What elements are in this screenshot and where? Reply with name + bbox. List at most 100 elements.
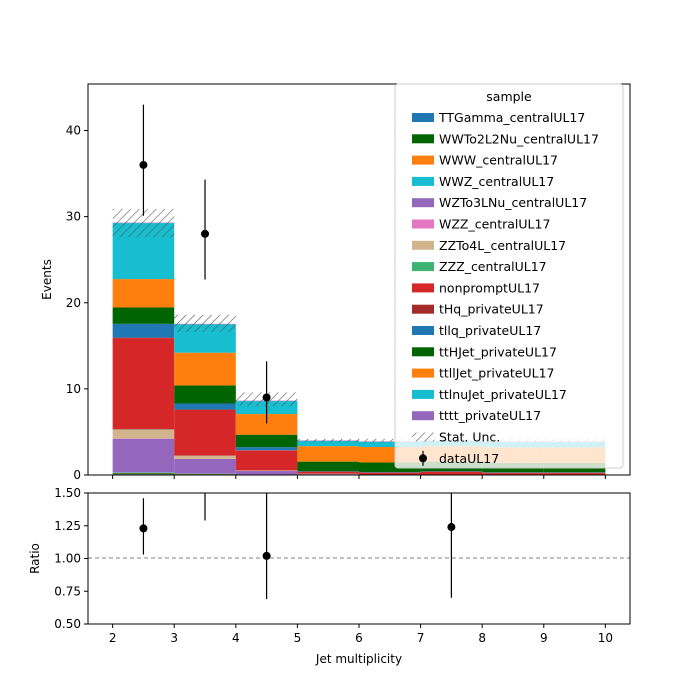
- stack-bar-nonpromptUL17-bin-8: [543, 473, 606, 475]
- legend-label: ttHJet_privateUL17: [439, 344, 557, 359]
- stack-bar-nonpromptUL17-bin-2: [174, 409, 236, 456]
- stat-unc-band-bin-5: [359, 438, 421, 443]
- stack-bar-nonpromptUL17-bin-4: [297, 471, 359, 474]
- ratio-point-4: [447, 523, 456, 532]
- legend-label: tttt_privateUL17: [439, 408, 541, 423]
- legend-swatch: [412, 283, 434, 293]
- legend-entry: ttllJet_privateUL17: [412, 366, 555, 381]
- main-y-tick-label: 30: [66, 210, 81, 224]
- stack-bar-tllq_privateUL17-bin-1: [112, 323, 175, 338]
- x-tick-label: 8: [478, 631, 486, 645]
- data-point-1: [139, 160, 148, 169]
- legend-label: tllq_privateUL17: [439, 323, 541, 338]
- legend-swatch: [412, 155, 434, 165]
- legend-entry: WZZ_centralUL17: [412, 217, 550, 232]
- stack-bar-WZTo3LNu_centralUL17-bin-2: [174, 458, 236, 474]
- stack-bar-WWTo2L2Nu_centralUL17-bin-1: [112, 473, 175, 475]
- stack-bar-ttllJet_privateUL17-bin-4: [297, 446, 359, 462]
- legend-label: tHq_privateUL17: [439, 302, 544, 317]
- x-tick-label: 6: [355, 631, 363, 645]
- legend-box: [394, 83, 624, 469]
- main-x-axis-ticks: [112, 475, 606, 479]
- x-tick-label: 10: [598, 631, 613, 645]
- x-tick-label: 2: [109, 631, 117, 645]
- legend-label: Stat. Unc.: [439, 430, 500, 445]
- ratio-plot-panel: 0.50 0.75 1.00 1.25 1.50 2 3 4 5 6 7 8 9 10 Ratio Je…: [28, 486, 631, 666]
- stack-bar-ttHJet_privateUL17-bin-3: [235, 434, 298, 448]
- data-point-3: [262, 393, 271, 402]
- stack-bar-nonpromptUL17-bin-1: [112, 338, 175, 430]
- ratio-points: [139, 493, 456, 600]
- stack-bar-nonpromptUL17-bin-7: [482, 473, 544, 475]
- legend-swatch-hatch: [412, 432, 434, 442]
- legend-swatch: [412, 389, 434, 399]
- legend-label: ttlnuJet_privateUL17: [439, 387, 567, 402]
- legend-swatch: [412, 262, 434, 272]
- legend-swatch: [412, 326, 434, 335]
- legend-label: WWTo2L2Nu_centralUL17: [439, 131, 599, 146]
- legend-entry: nonpromptUL17: [412, 280, 540, 295]
- stack-bar-tllq_privateUL17-bin-2: [174, 403, 236, 410]
- stack-bar-ttHJet_privateUL17-bin-4: [297, 461, 359, 472]
- stack-bar-ttHJet_privateUL17-bin-1: [112, 307, 175, 324]
- legend-entry: WWTo2L2Nu_centralUL17: [412, 131, 599, 146]
- ratio-y-tick-label: 1.00: [54, 552, 81, 566]
- stack-bar-ttHJet_privateUL17-bin-2: [174, 385, 236, 404]
- ratio-y-tick-label: 0.75: [54, 584, 81, 598]
- legend-label: ZZZ_centralUL17: [439, 259, 547, 274]
- legend-entry: WZTo3LNu_centralUL17: [412, 195, 587, 210]
- legend-swatch: [412, 113, 434, 122]
- stack-bar-ZZTo4L_centralUL17-bin-1: [112, 429, 175, 439]
- ratio-y-axis-label: Ratio: [28, 543, 42, 574]
- legend-entry: tHq_privateUL17: [412, 302, 544, 317]
- x-tick-label: 5: [294, 631, 302, 645]
- stack-bar-WZTo3LNu_centralUL17-bin-3: [235, 471, 298, 475]
- stack-bar-WZTo3LNu_centralUL17-bin-1: [112, 438, 175, 473]
- legend-items: TTGamma_centralUL17 WWTo2L2Nu_centralUL17…: [412, 110, 599, 466]
- legend-entry: ZZZ_centralUL17: [412, 259, 547, 274]
- main-y-axis-label: Events: [40, 259, 54, 300]
- ratio-point-3: [262, 551, 271, 560]
- legend-label: WZZ_centralUL17: [439, 217, 550, 232]
- ratio-y-axis-ticks: 0.50 0.75 1.00 1.25 1.50: [54, 486, 88, 631]
- stack-bar-ttllJet_privateUL17-bin-3: [235, 414, 298, 435]
- legend-swatch: [412, 304, 434, 314]
- main-y-tick-label: 0: [73, 468, 81, 482]
- legend-swatch: [412, 134, 434, 144]
- legend-entry: Stat. Unc.: [412, 430, 500, 445]
- legend-label: ZZTo4L_centralUL17: [439, 238, 566, 253]
- stack-bar-ttllJet_privateUL17-bin-1: [112, 279, 175, 308]
- main-axes-frame: [87, 83, 631, 476]
- legend-title: sample: [486, 89, 532, 104]
- stack-bar-tllq_privateUL17-bin-3: [235, 447, 298, 451]
- legend-label: dataUL17: [439, 451, 499, 466]
- legend-entry: WWZ_centralUL17: [412, 174, 554, 189]
- stack-bar-ttlnuJet_privateUL17-bin-5: [359, 441, 421, 448]
- stat-unc-band-bin-2: [174, 314, 236, 333]
- stack-bar-ZZTo4L_centralUL17-bin-2: [174, 455, 236, 459]
- stack-bar-ttlnuJet_privateUL17-bin-4: [297, 440, 359, 447]
- legend-swatch: [412, 198, 434, 208]
- legend-entry: ttHJet_privateUL17: [412, 344, 557, 359]
- legend-label: nonpromptUL17: [439, 280, 540, 295]
- legend-entry: tttt_privateUL17: [412, 408, 541, 423]
- x-tick-label: 3: [170, 631, 178, 645]
- legend-swatch: [412, 411, 434, 421]
- stack-bar-ttllJet_privateUL17-bin-2: [174, 352, 236, 386]
- x-tick-label: 9: [540, 631, 548, 645]
- legend-label: WWW_centralUL17: [439, 153, 558, 168]
- ratio-y-tick-label: 0.50: [54, 617, 81, 631]
- stat-unc-band-bin-4: [297, 438, 359, 443]
- legend-swatch: [412, 368, 434, 378]
- legend-swatch: [412, 176, 434, 186]
- legend-label: WWZ_centralUL17: [439, 174, 554, 189]
- stack-bar-ttHJet_privateUL17-bin-5: [359, 462, 421, 472]
- main-y-tick-label: 10: [66, 382, 81, 396]
- legend-entry: tllq_privateUL17: [412, 323, 541, 338]
- legend-entry: dataUL17: [419, 450, 499, 466]
- main-y-tick-label: 20: [66, 296, 81, 310]
- x-tick-label: 7: [417, 631, 425, 645]
- legend-swatch: [412, 347, 434, 357]
- data-point-2: [201, 229, 210, 238]
